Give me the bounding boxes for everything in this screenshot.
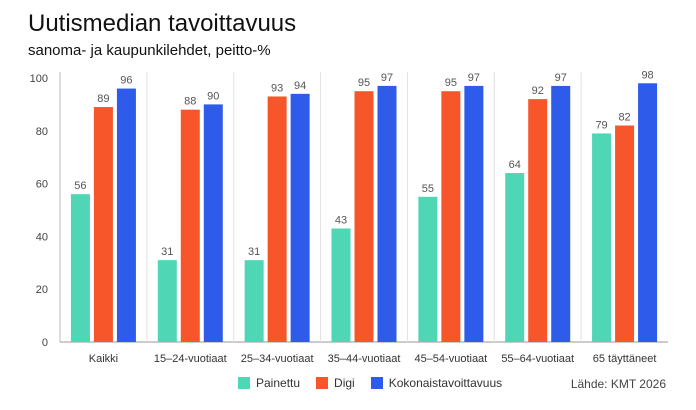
data-label: 92 bbox=[532, 85, 544, 97]
bar-digi-0 bbox=[93, 107, 113, 342]
legend-item-kokonais: Kokonaistavoittavuus bbox=[370, 376, 503, 390]
bar-painettu-3 bbox=[331, 228, 351, 342]
legend-label-painettu: Painettu bbox=[256, 376, 301, 390]
data-label: 56 bbox=[74, 180, 86, 192]
y-tick-label: 40 bbox=[36, 231, 48, 243]
legend-swatch-digi bbox=[316, 377, 329, 389]
bar-digi-2 bbox=[267, 96, 287, 342]
legend: Painettu Digi Kokonaistavoittavuus bbox=[238, 376, 518, 390]
legend-item-painettu: Painettu bbox=[238, 376, 300, 390]
x-tick-label: Kaikki bbox=[89, 353, 118, 365]
bar-painettu-1 bbox=[157, 260, 177, 342]
bar-digi-4 bbox=[441, 91, 461, 342]
legend-swatch-kokonais bbox=[370, 377, 383, 389]
data-label: 94 bbox=[294, 80, 306, 92]
data-label: 64 bbox=[509, 159, 521, 171]
x-tick-label: 45–54-vuotiaat bbox=[414, 353, 487, 365]
x-tick-label: 35–44-vuotiaat bbox=[328, 353, 401, 365]
legend-label-digi: Digi bbox=[334, 376, 355, 390]
data-label: 88 bbox=[184, 96, 196, 108]
chart-subtitle: sanoma- ja kaupunkilehdet, peitto-% bbox=[28, 42, 271, 59]
bar-painettu-0 bbox=[70, 194, 90, 342]
data-label: 31 bbox=[161, 246, 173, 258]
legend-label-kokonais: Kokonaistavoittavuus bbox=[388, 376, 503, 390]
source-note: Lähde: KMT 2026 bbox=[570, 377, 666, 391]
data-label: 95 bbox=[358, 77, 370, 89]
x-tick-label: 25–34-vuotiaat bbox=[241, 353, 314, 365]
data-label: 96 bbox=[120, 75, 132, 87]
data-label: 43 bbox=[335, 214, 347, 226]
bar-kokonaistavoittavuus-1 bbox=[203, 104, 223, 343]
data-label: 79 bbox=[595, 119, 607, 131]
y-tick-label: 60 bbox=[36, 179, 48, 191]
legend-item-digi: Digi bbox=[316, 376, 355, 390]
data-label: 90 bbox=[207, 90, 219, 102]
bar-painettu-4 bbox=[418, 196, 438, 342]
bar-digi-1 bbox=[180, 109, 200, 343]
x-tick-label: 55–64-vuotiaat bbox=[501, 353, 574, 365]
legend-swatch-painettu bbox=[238, 377, 250, 389]
bar-kokonaistavoittavuus-2 bbox=[290, 93, 310, 342]
data-label: 89 bbox=[97, 93, 109, 105]
bar-kokonaistavoittavuus-3 bbox=[377, 85, 397, 343]
data-label: 98 bbox=[641, 69, 653, 81]
data-label: 97 bbox=[381, 72, 393, 84]
data-label: 82 bbox=[618, 112, 630, 124]
data-label: 55 bbox=[422, 183, 434, 195]
bar-digi-3 bbox=[354, 91, 374, 342]
data-label: 93 bbox=[271, 82, 283, 94]
bar-painettu-2 bbox=[244, 260, 264, 342]
x-tick-label: 65 täyttäneet bbox=[593, 353, 657, 365]
bar-painettu-5 bbox=[505, 173, 525, 342]
bar-kokonaistavoittavuus-5 bbox=[551, 85, 571, 343]
data-label: 97 bbox=[555, 72, 567, 84]
y-tick-label: 80 bbox=[36, 126, 48, 138]
data-label: 97 bbox=[468, 72, 480, 84]
chart-title: Uutismedian tavoittavuus bbox=[28, 10, 297, 37]
bar-digi-6 bbox=[615, 125, 635, 343]
y-tick-label: 0 bbox=[42, 337, 48, 349]
y-tick-label: 20 bbox=[36, 284, 48, 296]
y-tick-label: 100 bbox=[30, 73, 48, 85]
data-label: 95 bbox=[445, 77, 457, 89]
x-tick-label: 15–24-vuotiaat bbox=[154, 353, 227, 365]
bar-kokonaistavoittavuus-4 bbox=[464, 85, 484, 343]
bar-painettu-6 bbox=[592, 133, 612, 342]
bar-kokonaistavoittavuus-6 bbox=[638, 83, 658, 342]
bar-kokonaistavoittavuus-0 bbox=[116, 88, 136, 342]
data-label: 31 bbox=[248, 246, 260, 258]
bar-digi-5 bbox=[528, 99, 548, 343]
